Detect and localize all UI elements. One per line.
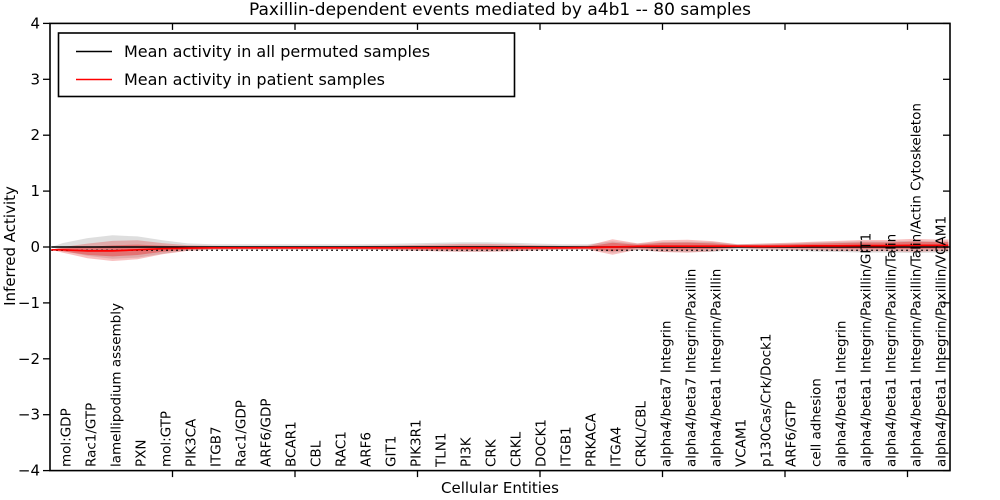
chart-title: Paxillin-dependent events mediated by a4… (249, 0, 751, 20)
category-label: RAC1 (334, 431, 350, 467)
category-label: PIK3CA (184, 418, 200, 467)
y-tick-label: −2 (18, 350, 40, 368)
category-label: alpha4/beta1 Integrin/Paxillin (709, 269, 725, 467)
category-label: Rac1/GDP (234, 400, 250, 467)
category-label: ITGB1 (559, 426, 575, 467)
y-tick-label: −1 (18, 294, 40, 312)
category-label: PRKACA (584, 412, 600, 467)
category-label: alpha4/beta7 Integrin/Paxillin (684, 269, 700, 467)
y-tick-label: 4 (30, 14, 40, 32)
category-label: ARF6 (359, 432, 375, 467)
category-label: mol:GTP (159, 411, 175, 467)
category-label: ARF6/GDP (259, 398, 275, 467)
plot-area: mol:GDP Rac1/GTP lamellipodium assembly PXN… (18, 14, 951, 480)
x-axis-label: Cellular Entities (441, 479, 559, 497)
category-label: alpha4/beta1 Integrin (834, 321, 850, 467)
category-label: alpha4/beta7 Integrin (659, 321, 675, 467)
category-label: GIT1 (384, 436, 400, 467)
legend: Mean activity in all permuted samples Me… (57, 32, 516, 98)
category-label: Rac1/GTP (84, 403, 100, 467)
category-label: cell adhesion (809, 378, 825, 467)
category-label: TLN1 (434, 433, 450, 468)
y-axis-label: Inferred Activity (1, 186, 19, 306)
category-label: ARF6/GTP (784, 401, 800, 467)
category-label: VCAM1 (734, 419, 750, 467)
category-label: ITGB7 (209, 426, 225, 467)
patient-band-outer (51, 238, 949, 261)
legend-box (57, 32, 516, 98)
category-label: BCAR1 (284, 421, 300, 467)
y-tick-label: 2 (30, 126, 40, 144)
legend-label-patient: Mean activity in patient samples (124, 70, 385, 89)
category-label: ITGA4 (609, 426, 625, 467)
y-tick-label: 3 (30, 70, 40, 88)
category-label: alpha4/beta1 Integrin/Paxillin/VCAM1 (934, 216, 950, 467)
patient-mean-line (51, 244, 949, 252)
category-label: CRKL/CBL (634, 401, 650, 467)
category-label: PXN (134, 440, 150, 468)
y-tick-label: −4 (18, 462, 40, 480)
category-label: PI3K (459, 436, 475, 467)
category-label: CBL (309, 440, 325, 467)
category-label: CRK (484, 438, 500, 467)
category-label: lamellipodium assembly (109, 303, 125, 467)
y-tick-label: −3 (18, 406, 40, 424)
legend-label-permuted: Mean activity in all permuted samples (124, 42, 430, 61)
category-label: CRKL (509, 431, 525, 467)
category-label: alpha4/beta1 Integrin/Paxillin/GIT1 (859, 233, 875, 467)
category-label: alpha4/beta1 Integrin/Paxillin/Talin (884, 234, 900, 467)
y-tick-label: 0 (30, 238, 40, 256)
category-label: DOCK1 (534, 419, 550, 467)
y-tick-label: 1 (30, 182, 40, 200)
category-label: PIK3R1 (409, 419, 425, 467)
category-label: mol:GDP (59, 408, 75, 467)
category-label: alpha4/beta1 Integrin/Paxillin/Talin/Act… (909, 103, 925, 467)
category-label: p130Cas/Crk/Dock1 (759, 334, 775, 467)
